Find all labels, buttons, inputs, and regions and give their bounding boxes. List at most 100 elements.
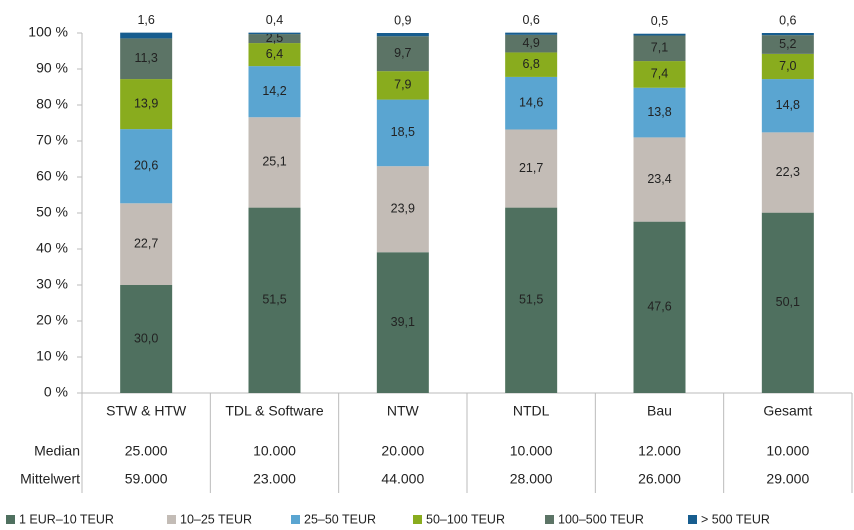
value-label: 0,6: [779, 13, 796, 27]
bar-segment: [120, 38, 173, 80]
value-label: 13,9: [134, 96, 158, 110]
legend-label: > 500 TEUR: [701, 512, 770, 526]
value-label: 7,4: [651, 67, 668, 81]
bar-segment: [761, 35, 814, 54]
value-label: 50,1: [776, 295, 800, 309]
value-label: 21,7: [519, 161, 543, 175]
value-label: 4,9: [522, 36, 539, 50]
value-label: 0,9: [394, 13, 411, 27]
legend-swatch: [167, 515, 176, 524]
value-label: 5,2: [779, 37, 796, 51]
bar-segment: [505, 32, 558, 35]
value-label: 47,6: [647, 300, 671, 314]
value-label: 25,1: [262, 155, 286, 169]
legend-label: 100–500 TEUR: [558, 512, 644, 526]
bar-segment: [633, 33, 686, 36]
table-cell: 20.000: [381, 443, 424, 459]
bar-segment: [376, 166, 429, 253]
legend-label: 10–25 TEUR: [180, 512, 252, 526]
bar-segment: [248, 117, 301, 208]
bar-segment: [376, 36, 429, 72]
table-cell: 28.000: [510, 471, 553, 487]
bar-segment: [120, 129, 173, 204]
table-cell: 23.000: [253, 471, 296, 487]
table-cell: 25.000: [125, 443, 168, 459]
bar-segment: [633, 137, 686, 222]
bar-segment: [505, 76, 558, 130]
value-label: 39,1: [391, 315, 415, 329]
value-label: 0,6: [522, 13, 539, 27]
value-label: 7,9: [394, 78, 411, 92]
bar-segment: [761, 132, 814, 213]
row-label: Mittelwert: [20, 471, 80, 487]
value-label: 23,9: [391, 202, 415, 216]
legend-swatch: [6, 515, 15, 524]
value-label: 0,4: [266, 13, 283, 27]
bar-segment: [120, 203, 173, 285]
bar-segment: [633, 221, 686, 393]
legend-label: 25–50 TEUR: [304, 512, 376, 526]
value-label: 20,6: [134, 158, 158, 172]
value-label: 11,3: [134, 51, 157, 65]
bar-segment: [248, 34, 301, 44]
value-label: 51,5: [262, 293, 286, 307]
bar-segment: [633, 87, 686, 138]
table-cell: 12.000: [638, 443, 681, 459]
bar-segment: [761, 53, 814, 80]
y-tick-label: 20 %: [36, 312, 68, 328]
value-label: 18,5: [391, 125, 415, 139]
value-label: 14,8: [776, 98, 800, 112]
value-label: 1,6: [137, 13, 154, 27]
y-tick-label: 70 %: [36, 132, 68, 148]
bar-segment: [248, 32, 301, 35]
bar-segment: [248, 43, 301, 67]
value-label: 22,3: [776, 165, 800, 179]
table-cell: 44.000: [381, 471, 424, 487]
y-tick-label: 60 %: [36, 168, 68, 184]
bar-segment: [120, 79, 173, 130]
bar-segment: [376, 71, 429, 100]
legend-label: 50–100 TEUR: [426, 512, 505, 526]
legend-label: 1 EUR–10 TEUR: [19, 512, 114, 526]
bar-segment: [761, 79, 814, 133]
bar-segment: [505, 207, 558, 393]
value-label: 22,7: [134, 236, 158, 250]
bar-segment: [376, 33, 429, 37]
bar-segment: [505, 52, 558, 77]
table-cell: 26.000: [638, 471, 681, 487]
value-label: 7,1: [651, 41, 668, 55]
x-tick-label: Gesamt: [763, 403, 812, 419]
bar-segment: [633, 35, 686, 62]
x-tick-label: NTW: [387, 403, 420, 419]
y-tick-label: 100 %: [28, 24, 68, 40]
table-cell: 29.000: [766, 471, 809, 487]
bar-segment: [505, 34, 558, 53]
table-cell: 59.000: [125, 471, 168, 487]
y-tick-label: 0 %: [44, 384, 68, 400]
bar-segment: [761, 212, 814, 393]
value-label: 14,2: [262, 84, 286, 98]
value-label: 51,5: [519, 293, 543, 307]
bar-segment: [120, 285, 173, 393]
y-tick-label: 30 %: [36, 276, 68, 292]
bar-segment: [120, 32, 173, 39]
row-label: Median: [34, 443, 80, 459]
x-tick-label: Bau: [647, 403, 672, 419]
y-tick-label: 10 %: [36, 348, 68, 364]
bar-segment: [761, 33, 814, 36]
x-tick-label: STW & HTW: [106, 403, 187, 419]
value-label: 0,5: [651, 14, 668, 28]
table-cell: 10.000: [253, 443, 296, 459]
x-tick-label: TDL & Software: [225, 403, 324, 419]
bar-segment: [633, 61, 686, 88]
table-cell: 10.000: [766, 443, 809, 459]
legend-swatch: [413, 515, 422, 524]
bar-segment: [248, 207, 301, 393]
y-tick-label: 80 %: [36, 96, 68, 112]
bar-segment: [505, 129, 558, 208]
value-label: 30,0: [134, 331, 158, 345]
x-tick-label: NTDL: [513, 403, 550, 419]
table-cell: 10.000: [510, 443, 553, 459]
value-label: 6,4: [266, 47, 283, 61]
